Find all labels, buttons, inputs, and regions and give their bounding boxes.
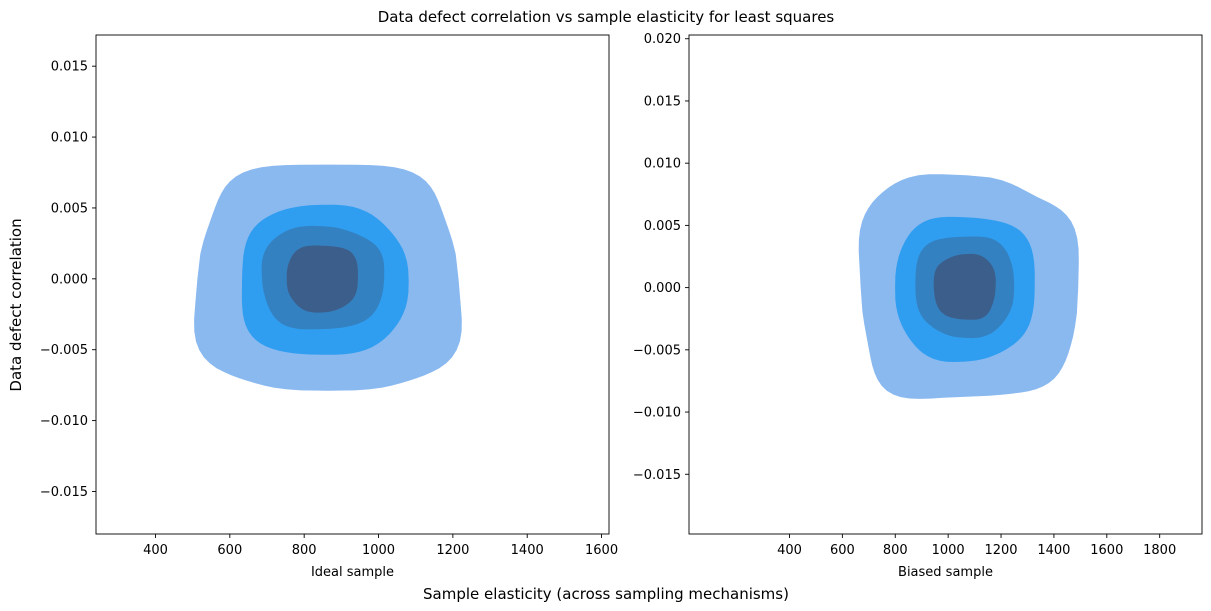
x-tick-label: 600: [830, 543, 855, 558]
figure-x-label: Sample elasticity (across sampling mecha…: [423, 585, 789, 603]
axis-x-label: Biased sample: [898, 565, 993, 580]
y-tick-label: 0.005: [644, 219, 681, 234]
y-tick-label: −0.015: [40, 485, 88, 500]
x-tick-label: 600: [217, 543, 242, 558]
y-tick-label: 0.015: [644, 94, 681, 109]
right-subplot: 400 600 800 1000 1200 1400 1600 1800 −0.015 −0.01…: [633, 32, 1203, 580]
left-subplot: 400 600 800 1000 1200 1400 1600 −0.015 −0.010 −0.…: [40, 34, 618, 580]
kde-level-4: [286, 245, 358, 313]
axes-frame: [95, 34, 610, 535]
y-tick-label: 0.020: [644, 32, 681, 47]
y-tick-label: −0.005: [40, 343, 88, 358]
x-tick-label: 800: [292, 543, 317, 558]
y-tick-label: −0.005: [633, 343, 681, 358]
figure-y-label: Data defect correlation: [7, 218, 25, 391]
y-tick-label: −0.010: [40, 414, 88, 429]
y-tick-label: 0.000: [644, 281, 681, 296]
x-tick-label: 1000: [362, 543, 395, 558]
y-tick-label: −0.010: [633, 406, 681, 421]
axis-x-label: Ideal sample: [311, 565, 394, 580]
x-tick-label: 1200: [436, 543, 469, 558]
y-tick-label: −0.015: [633, 468, 681, 483]
y-tick-label: 0.010: [51, 131, 88, 146]
x-tick-label: 1000: [932, 543, 965, 558]
x-tick-label: 1200: [984, 543, 1017, 558]
figure-title: Data defect correlation vs sample elasti…: [378, 8, 835, 26]
x-tick-label: 1400: [1037, 543, 1070, 558]
x-tick-label: 800: [883, 543, 908, 558]
y-tick-label: 0.000: [51, 272, 88, 287]
x-tick-label: 1400: [511, 543, 544, 558]
y-tick-label: 0.015: [51, 60, 88, 75]
x-tick-label: 400: [143, 543, 168, 558]
x-tick-label: 1800: [1143, 543, 1176, 558]
axes-frame: [688, 34, 1203, 535]
kde-level-4: [933, 253, 996, 320]
kde-contours: [858, 174, 1079, 399]
y-tick-label: 0.005: [51, 201, 88, 216]
x-tick-label: 400: [777, 543, 802, 558]
x-tick-label: 1600: [1090, 543, 1123, 558]
y-tick-label: 0.010: [644, 157, 681, 172]
x-tick-label: 1600: [585, 543, 618, 558]
kde-contours: [194, 164, 462, 391]
